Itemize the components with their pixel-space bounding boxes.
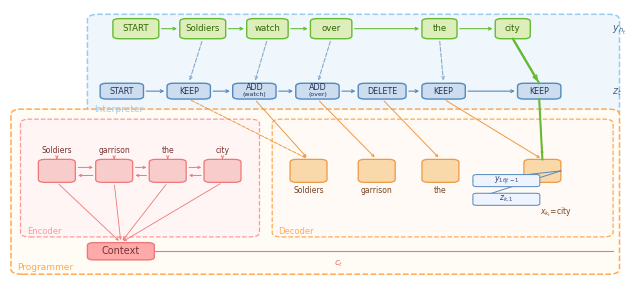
Text: over: over	[321, 24, 340, 33]
FancyBboxPatch shape	[422, 83, 465, 99]
FancyBboxPatch shape	[422, 160, 459, 182]
FancyBboxPatch shape	[88, 14, 620, 116]
Text: garrison: garrison	[361, 186, 392, 195]
Text: START: START	[109, 87, 134, 96]
Text: (over): (over)	[308, 92, 327, 97]
Text: Soldiers: Soldiers	[186, 24, 220, 33]
Text: $y_{h_t}$: $y_{h_t}$	[612, 23, 626, 37]
FancyBboxPatch shape	[38, 160, 76, 182]
FancyBboxPatch shape	[272, 119, 613, 237]
FancyBboxPatch shape	[358, 83, 406, 99]
Text: START: START	[122, 24, 149, 33]
FancyBboxPatch shape	[100, 83, 143, 99]
Text: KEEP: KEEP	[434, 87, 454, 96]
Text: ADD: ADD	[246, 83, 263, 92]
Text: KEEP: KEEP	[529, 87, 549, 96]
FancyBboxPatch shape	[518, 83, 561, 99]
FancyBboxPatch shape	[233, 83, 276, 99]
Text: Programmer: Programmer	[17, 262, 74, 271]
Text: $z_{k,1}$: $z_{k,1}$	[499, 194, 514, 204]
Text: garrison: garrison	[99, 146, 130, 155]
FancyBboxPatch shape	[149, 160, 186, 182]
Text: Soldiers: Soldiers	[42, 146, 72, 155]
FancyBboxPatch shape	[296, 83, 339, 99]
FancyBboxPatch shape	[246, 19, 288, 39]
Text: the: the	[434, 186, 447, 195]
Text: DELETE: DELETE	[367, 87, 397, 96]
Text: (watch): (watch)	[243, 92, 266, 97]
Text: Decoder: Decoder	[278, 227, 314, 236]
Text: $c_t$: $c_t$	[334, 259, 344, 269]
FancyBboxPatch shape	[310, 19, 352, 39]
Text: city: city	[216, 146, 230, 155]
FancyBboxPatch shape	[358, 160, 395, 182]
Text: watch: watch	[255, 24, 280, 33]
Text: $y_{1t|t-1}$: $y_{1t|t-1}$	[493, 175, 519, 187]
Text: Encoder: Encoder	[27, 227, 61, 236]
FancyBboxPatch shape	[11, 109, 620, 274]
Text: $x_{k_t}$=city: $x_{k_t}$=city	[540, 206, 572, 219]
Text: Interpreter: Interpreter	[94, 105, 143, 114]
Text: city: city	[505, 24, 520, 33]
Text: KEEP: KEEP	[179, 87, 198, 96]
Text: Soldiers: Soldiers	[293, 186, 324, 195]
Text: Context: Context	[102, 246, 140, 256]
FancyBboxPatch shape	[167, 83, 211, 99]
FancyBboxPatch shape	[88, 243, 154, 260]
Text: the: the	[161, 146, 174, 155]
FancyBboxPatch shape	[422, 19, 457, 39]
FancyBboxPatch shape	[473, 175, 540, 187]
FancyBboxPatch shape	[180, 19, 226, 39]
FancyBboxPatch shape	[495, 19, 531, 39]
FancyBboxPatch shape	[20, 119, 259, 237]
FancyBboxPatch shape	[113, 19, 159, 39]
Text: the: the	[433, 24, 447, 33]
FancyBboxPatch shape	[204, 160, 241, 182]
FancyBboxPatch shape	[96, 160, 132, 182]
FancyBboxPatch shape	[524, 160, 561, 182]
Text: $z_t$: $z_t$	[612, 86, 622, 98]
Text: ADD: ADD	[308, 83, 326, 92]
FancyBboxPatch shape	[290, 160, 327, 182]
FancyBboxPatch shape	[473, 193, 540, 205]
